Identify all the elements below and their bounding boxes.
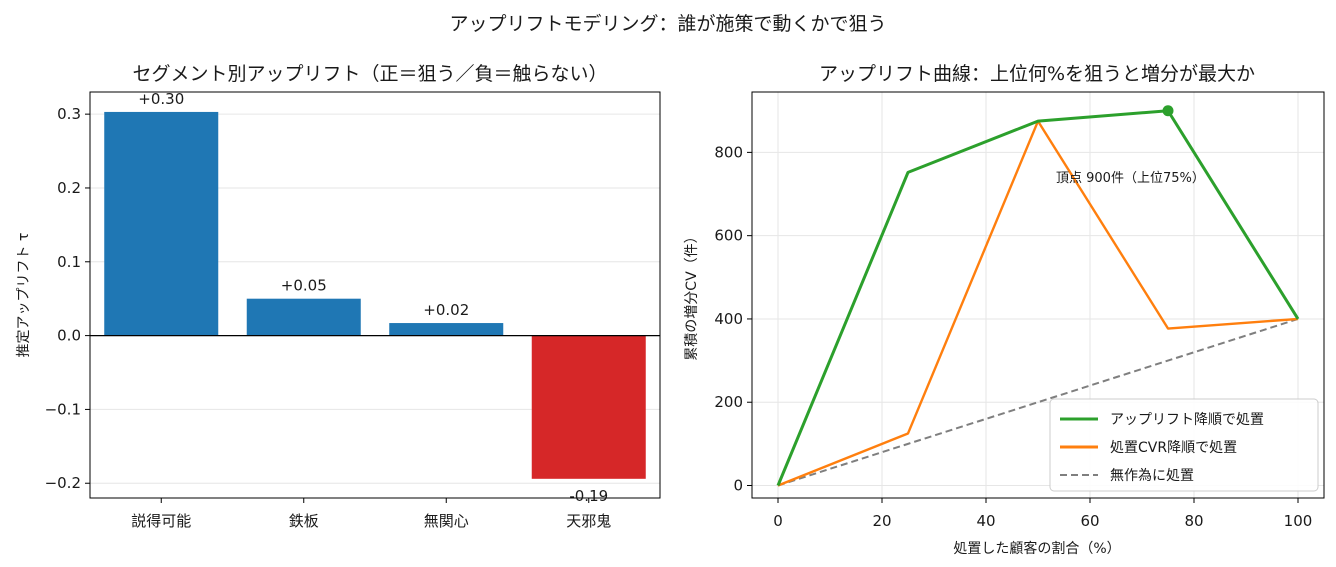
line-chart-x-ticks: 0 20 40 60 80 100 xyxy=(773,498,1312,530)
bar xyxy=(389,323,504,336)
bar-chart-x-ticks: 説得可能 鉄板 無関心 天邪鬼 xyxy=(131,498,611,530)
line-chart-panel: アップリフト曲線：上位何%を狙うと増分が最大か 0 200 400 600 800 0 2… xyxy=(684,63,1325,557)
bar-chart-y-axis-label: 推定アップリフト τ xyxy=(16,233,32,358)
bar-category-label: 天邪鬼 xyxy=(566,512,611,530)
line-x-tick-label: 100 xyxy=(1284,512,1313,530)
bar-category-label: 鉄板 xyxy=(289,512,319,530)
line-y-tick-label: 600 xyxy=(714,227,743,245)
peak-marker xyxy=(1162,105,1174,117)
bar xyxy=(104,111,219,336)
series-line xyxy=(777,317,1299,487)
legend-label: 無作為に処置 xyxy=(1110,468,1194,484)
bar-category-label: 無関心 xyxy=(424,512,469,530)
bar-value-label: +0.02 xyxy=(423,301,469,319)
line-y-tick-label: 800 xyxy=(714,143,743,161)
bar-y-tick-label: 0.0 xyxy=(57,327,81,345)
line-x-tick-label: 40 xyxy=(976,512,995,530)
line-chart-x-axis-label: 処置した顧客の割合（%） xyxy=(953,540,1120,557)
bar-chart-title: セグメント別アップリフト（正＝狙う／負＝触らない） xyxy=(132,63,607,85)
bar-value-label: +0.30 xyxy=(138,90,184,108)
figure-suptitle: アップリフトモデリング：誰が施策で動くかで狙う xyxy=(449,13,886,35)
legend-label: 処置CVR降順で処置 xyxy=(1110,440,1237,456)
line-x-tick-label: 0 xyxy=(773,512,783,530)
bar-chart-frame xyxy=(89,91,661,499)
bar-y-tick-label: 0.2 xyxy=(57,179,81,197)
peak-annotation: 頂点 900件（上位75%） xyxy=(1056,171,1205,186)
bar-chart-y-ticks: −0.2 −0.1 0.0 0.1 0.2 0.3 xyxy=(45,105,90,492)
line-x-tick-label: 20 xyxy=(872,512,891,530)
line-chart-series xyxy=(776,105,1300,487)
bar-chart-panel: セグメント別アップリフト（正＝狙う／負＝触らない） −0.2 −0.1 0.0 0.1… xyxy=(16,63,661,530)
bar-y-tick-label: −0.2 xyxy=(45,474,81,492)
bar xyxy=(246,298,361,336)
line-chart-title: アップリフト曲線：上位何%を狙うと増分が最大か xyxy=(819,63,1255,85)
line-y-tick-label: 200 xyxy=(714,393,743,411)
series-line xyxy=(776,109,1300,487)
line-y-tick-label: 400 xyxy=(714,310,743,328)
bar-category-label: 説得可能 xyxy=(131,512,191,530)
bar xyxy=(531,335,646,479)
bar-chart-bars xyxy=(104,111,646,479)
bar-y-tick-label: −0.1 xyxy=(45,400,81,418)
bar-value-label: +0.05 xyxy=(281,277,327,295)
line-chart-y-ticks: 0 200 400 600 800 xyxy=(714,143,752,495)
line-x-tick-label: 60 xyxy=(1080,512,1099,530)
line-chart-frame xyxy=(751,91,1325,499)
legend-box xyxy=(1049,398,1319,492)
bar-chart-data-labels: +0.30 +0.05 +0.02 -0.19 xyxy=(138,90,608,505)
line-chart-y-axis-label: 累積の増分CV（件） xyxy=(684,229,700,360)
line-x-tick-label: 80 xyxy=(1184,512,1203,530)
bar-value-label: -0.19 xyxy=(569,487,608,505)
legend-label: アップリフト降順で処置 xyxy=(1110,412,1264,428)
bar-y-tick-label: 0.1 xyxy=(57,253,81,271)
line-y-tick-label: 0 xyxy=(733,477,743,495)
bar-y-tick-label: 0.3 xyxy=(57,105,81,123)
